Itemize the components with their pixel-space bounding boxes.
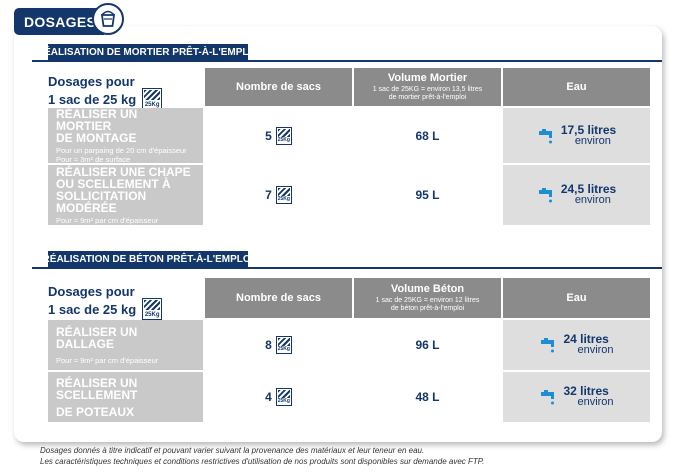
bag-icon: 25Kg: [275, 186, 292, 204]
column-header-eau: Eau: [503, 68, 650, 106]
column-header-volume: Volume Mortier 1 sac de 25KG = environ 1…: [354, 68, 501, 106]
dosage-label-line2: 1 sac de 25 kg: [48, 91, 137, 107]
column-header-sacs: Nombre de sacs: [205, 278, 352, 318]
bucket-icon: [92, 3, 124, 35]
task-cell: Réaliser un dallage Pour ≈ 9m² par cm d'…: [48, 320, 203, 370]
faucet-icon: [541, 390, 555, 405]
water-cell: 24 litres environ: [503, 320, 650, 370]
water-cell: 32 litres environ: [503, 372, 650, 422]
water-cell: 24,5 litres environ: [503, 165, 650, 225]
volume-cell: 48 L: [415, 390, 440, 404]
faucet-icon: [538, 188, 552, 203]
water-cell: 17,5 litres environ: [503, 108, 650, 163]
section-divider: [32, 60, 662, 62]
faucet-icon: [538, 128, 552, 143]
volume-cell: 68 L: [415, 128, 440, 143]
column-header-eau: Eau: [503, 278, 650, 318]
faucet-icon: [541, 338, 555, 353]
column-header-sacs: Nombre de sacs: [205, 68, 352, 106]
dosage-label-line1: Dosages pour: [48, 74, 135, 89]
sacs-cell: 7 25Kg: [265, 186, 292, 204]
task-cell: Réaliser une chape ou scellement à solli…: [48, 165, 203, 225]
dosage-label-beton: Dosages pour 1 sac de 25 kg 25Kg: [48, 284, 163, 320]
dosage-label-mortier: Dosages pour 1 sac de 25 kg 25Kg: [48, 74, 163, 110]
sacs-cell: 8 25Kg: [265, 336, 292, 354]
dosage-label-line1: Dosages pour: [48, 284, 135, 299]
bag-icon: 25Kg: [142, 298, 163, 320]
sacs-cell: 5 25Kg: [265, 126, 292, 145]
section-title-beton: RÉALISATION DE BÉTON PRÊT-À-L'EMPLOI: [43, 251, 253, 268]
task-cell: Réaliser un mortier de montage Pour un p…: [48, 108, 203, 164]
footnote-line2: Les caractéristiques techniques et condi…: [40, 457, 485, 466]
section-divider: [32, 267, 662, 269]
footnote-line1: Dosages donnés à titre indicatif et pouv…: [40, 446, 425, 455]
dosage-label-line2: 1 sac de 25 kg: [48, 301, 137, 317]
column-header-volume: Volume Béton 1 sac de 25KG = environ 12 …: [354, 278, 501, 318]
bag-icon: 25Kg: [275, 388, 292, 406]
bag-icon: 25Kg: [275, 336, 292, 354]
volume-cell: 95 L: [415, 188, 440, 202]
task-cell: Réaliser un scellement de poteaux: [48, 372, 203, 422]
volume-cell: 96 L: [415, 338, 440, 352]
section-title-mortier: RÉALISATION DE MORTIER PRÊT-À-L'EMPLOI: [37, 44, 259, 61]
sacs-cell: 4 25Kg: [265, 388, 292, 406]
bag-icon: 25Kg: [275, 126, 292, 145]
page-title: DOSAGES: [14, 8, 104, 35]
